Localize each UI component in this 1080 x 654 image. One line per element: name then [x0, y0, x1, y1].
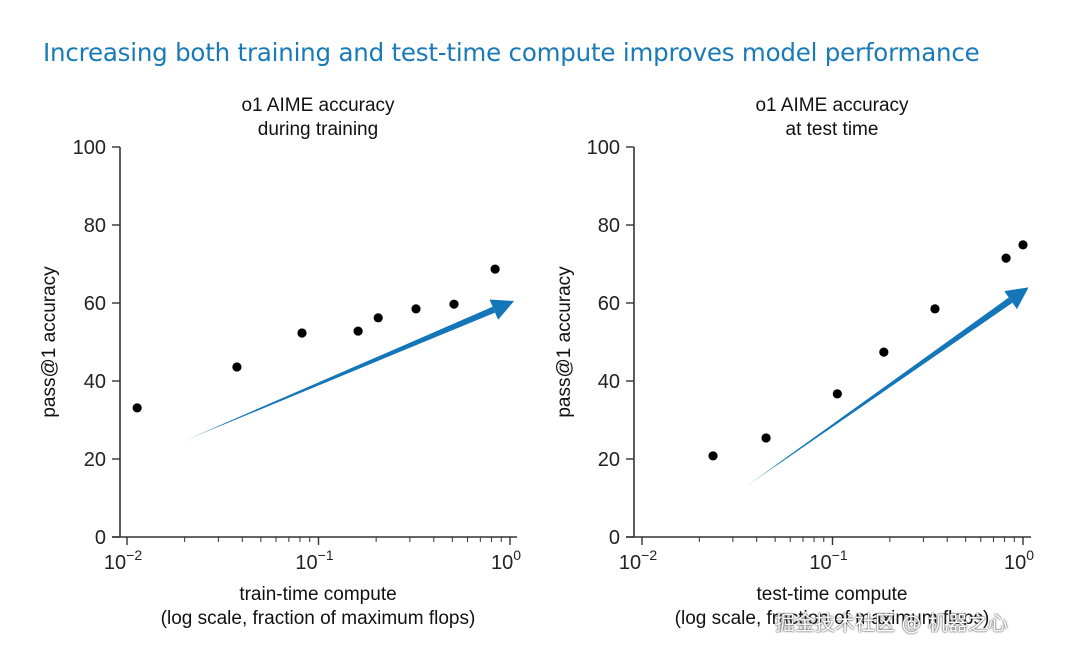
- watermark: 掘金技术社区 @ 机器之心: [775, 611, 1008, 635]
- chart-title-line: o1 AIME accuracy: [755, 95, 909, 116]
- x-tick-label: 10−1: [809, 547, 847, 574]
- x-tick-exponent: 0: [513, 547, 521, 563]
- x-tick-base: 10: [1004, 552, 1026, 574]
- y-tick-label: 0: [609, 527, 620, 549]
- data-point: [373, 313, 383, 323]
- chart-title-line: o1 AIME accuracy: [241, 95, 395, 116]
- trend-arrow-shaft: [740, 297, 1013, 491]
- y-tick-label: 60: [598, 293, 620, 315]
- trend-arrow-head: [1004, 287, 1029, 310]
- x-tick-exponent: −2: [126, 547, 142, 563]
- x-tick-exponent: −1: [318, 547, 334, 563]
- x-tick-label: 100: [1004, 547, 1034, 574]
- chart-title-line: at test time: [786, 119, 879, 140]
- figure-headline: Increasing both training and test-time c…: [43, 38, 980, 67]
- data-point: [879, 347, 889, 357]
- x-tick-base: 10: [619, 552, 641, 574]
- x-axis-label-line: (log scale, fraction of maximum flops): [675, 608, 990, 629]
- chart-panel-1: o1 AIME accuracy during training 0 20 40 60 80…: [39, 95, 521, 629]
- data-point: [1018, 240, 1028, 250]
- y-tick-label: 100: [587, 137, 620, 159]
- data-point: [832, 389, 842, 399]
- data-point: [490, 264, 500, 274]
- x-tick-label: 10−1: [295, 547, 333, 574]
- data-point: [297, 328, 307, 338]
- x-axis-label-line: (log scale, fraction of maximum flops): [161, 608, 476, 629]
- data-point: [761, 433, 771, 443]
- y-tick-label: 0: [95, 527, 106, 549]
- y-axis-label: pass@1 accuracy: [39, 266, 60, 418]
- y-axis-label: pass@1 accuracy: [554, 266, 575, 418]
- y-tick-label: 60: [84, 293, 106, 315]
- data-point: [930, 304, 940, 314]
- chart-title-line: during training: [258, 119, 378, 140]
- y-tick-label: 100: [73, 137, 106, 159]
- y-tick-label: 80: [598, 215, 620, 237]
- x-axis-label-line: train-time compute: [239, 584, 396, 605]
- y-tick-label: 80: [84, 215, 106, 237]
- y-tick-label: 20: [598, 449, 620, 471]
- y-tick-label: 40: [84, 371, 106, 393]
- x-tick-label: 10−2: [619, 547, 657, 574]
- data-point: [132, 403, 142, 413]
- x-tick-exponent: −2: [641, 547, 657, 563]
- x-tick-base: 10: [295, 552, 317, 574]
- x-tick-base: 10: [491, 552, 513, 574]
- y-tick-label: 20: [84, 449, 106, 471]
- trend-arrow-head: [489, 299, 515, 320]
- y-tick-label: 40: [598, 371, 620, 393]
- x-tick-label: 10−2: [104, 547, 142, 574]
- x-tick-base: 10: [104, 552, 126, 574]
- x-tick-exponent: 0: [1026, 547, 1034, 563]
- data-point: [1001, 253, 1011, 263]
- x-tick-base: 10: [809, 552, 831, 574]
- x-tick-exponent: −1: [832, 547, 848, 563]
- data-point: [411, 304, 421, 314]
- data-point: [449, 299, 459, 309]
- data-point: [708, 451, 718, 461]
- x-tick-label: 100: [491, 547, 521, 574]
- x-axis-label-line: test-time compute: [757, 584, 908, 605]
- trend-arrow-shaft: [178, 306, 496, 444]
- data-point: [232, 362, 242, 372]
- data-point: [353, 326, 363, 336]
